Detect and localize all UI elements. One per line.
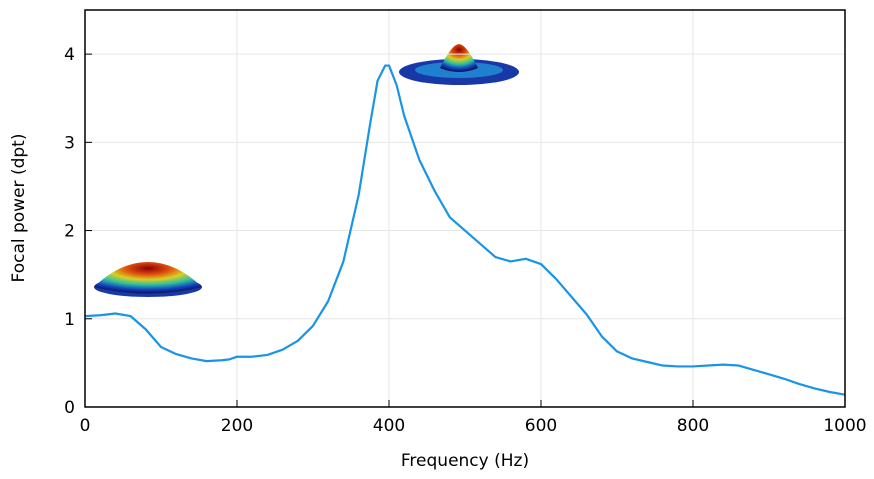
y-tick-label: 2 [64,222,75,242]
x-tick-label: 400 [373,416,405,436]
data-line [84,64,846,396]
y-axis-label: Focal power (dpt) [9,134,29,283]
x-tick-label: 0 [80,416,91,436]
x-tick-label: 1000 [823,416,866,436]
x-tick-label: 800 [677,416,709,436]
membrane-inset-2 [399,44,519,85]
y-tick-label: 3 [64,133,75,153]
x-tick-label: 600 [525,416,557,436]
membrane-inset-1 [94,262,202,297]
y-tick-label: 4 [64,45,75,65]
plot-frame [84,9,846,408]
x-tick-label: 200 [221,416,253,436]
y-tick-label: 1 [64,310,75,330]
y-tick-label: 0 [64,398,75,418]
x-axis-label: Frequency (Hz) [401,451,529,471]
